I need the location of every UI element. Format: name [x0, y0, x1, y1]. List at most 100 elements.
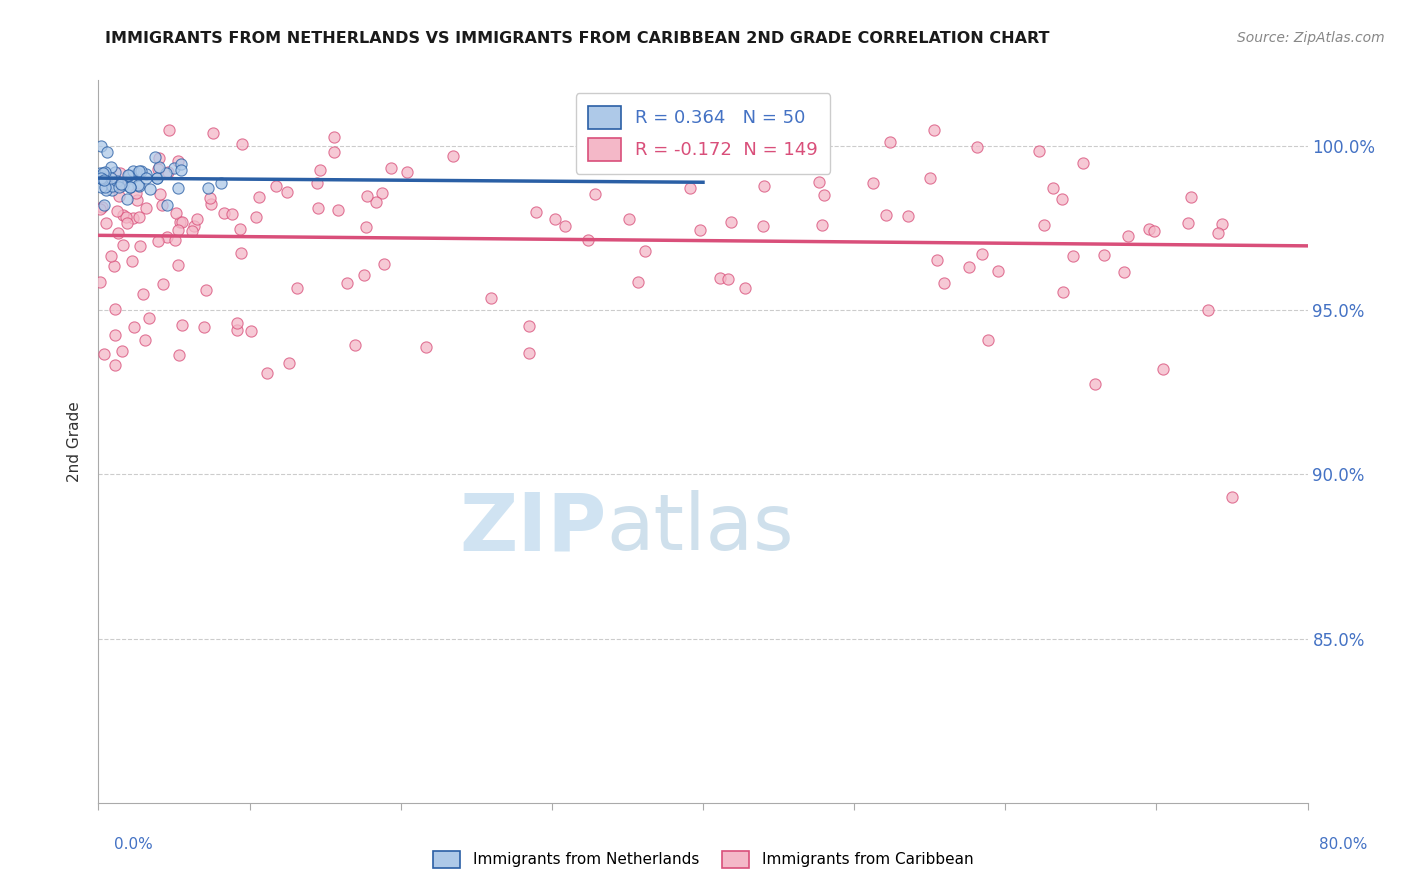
Point: [918, 171, 941, 186]
Point: [120, 170, 142, 185]
Point: [1177, 216, 1199, 230]
Point: [226, 316, 249, 330]
Point: [264, 178, 287, 193]
Point: [195, 283, 218, 297]
Point: [1206, 226, 1229, 240]
Point: [89, 165, 111, 179]
Point: [93, 179, 115, 194]
Point: [167, 154, 190, 169]
Legend: R = 0.364   N = 50, R = -0.172  N = 149: R = 0.364 N = 50, R = -0.172 N = 149: [575, 93, 831, 174]
Point: [214, 206, 236, 220]
Point: [689, 223, 711, 237]
Point: [875, 208, 897, 222]
Point: [135, 167, 157, 181]
Point: [170, 162, 193, 177]
Legend: Immigrants from Netherlands, Immigrants from Caribbean: Immigrants from Netherlands, Immigrants …: [426, 845, 980, 873]
Point: [150, 198, 173, 212]
Point: [229, 222, 252, 236]
Point: [91, 166, 114, 180]
Point: [90, 139, 112, 153]
Point: [105, 175, 128, 189]
Point: [415, 340, 437, 354]
Point: [202, 126, 225, 140]
Point: [104, 358, 127, 372]
Point: [100, 179, 122, 194]
Point: [934, 277, 956, 291]
Point: [90, 171, 112, 186]
Point: [112, 178, 135, 192]
Point: [1052, 285, 1074, 299]
Point: [371, 186, 394, 200]
Point: [115, 216, 138, 230]
Text: IMMIGRANTS FROM NETHERLANDS VS IMMIGRANTS FROM CARIBBEAN 2ND GRADE CORRELATION C: IMMIGRANTS FROM NETHERLANDS VS IMMIGRANT…: [105, 31, 1050, 46]
Point: [751, 219, 773, 233]
Point: [309, 163, 332, 178]
Point: [209, 176, 232, 190]
Point: [90, 200, 112, 214]
Text: ZIP: ZIP: [458, 489, 606, 567]
Point: [328, 203, 350, 218]
Point: [1050, 192, 1073, 206]
Point: [1152, 362, 1174, 376]
Point: [285, 281, 308, 295]
Point: [100, 183, 122, 197]
Point: [811, 218, 834, 232]
Point: [143, 150, 166, 164]
Point: [96, 216, 118, 230]
Point: [138, 310, 160, 325]
Point: [922, 122, 945, 136]
Point: [163, 233, 186, 247]
Point: [276, 185, 298, 199]
Point: [111, 176, 134, 190]
Point: [256, 367, 278, 381]
Point: [167, 258, 190, 272]
Point: [170, 318, 193, 332]
Point: [305, 177, 328, 191]
Point: [897, 209, 920, 223]
Point: [373, 257, 395, 271]
Point: [1071, 156, 1094, 170]
Point: [134, 334, 156, 348]
Y-axis label: 2nd Grade: 2nd Grade: [67, 401, 83, 482]
Point: [441, 149, 464, 163]
Text: 0.0%: 0.0%: [114, 838, 153, 852]
Point: [1211, 217, 1233, 231]
Point: [1094, 248, 1116, 262]
Point: [752, 179, 775, 194]
Point: [1137, 222, 1160, 236]
Point: [93, 346, 115, 360]
Point: [395, 165, 418, 179]
Point: [734, 281, 756, 295]
Point: [927, 253, 949, 268]
Point: [966, 140, 988, 154]
Point: [229, 246, 252, 260]
Point: [1180, 190, 1202, 204]
Point: [627, 275, 650, 289]
Point: [107, 174, 129, 188]
Point: [170, 157, 193, 171]
Point: [93, 198, 115, 212]
Point: [148, 160, 170, 174]
Point: [307, 201, 329, 215]
Point: [221, 206, 243, 220]
Point: [717, 272, 740, 286]
Point: [157, 122, 180, 136]
Point: [720, 215, 742, 229]
Point: [1142, 223, 1164, 237]
Point: [380, 161, 402, 175]
Point: [146, 170, 169, 185]
Point: [127, 178, 149, 192]
Point: [94, 165, 117, 179]
Point: [583, 186, 606, 201]
Point: [115, 211, 138, 225]
Point: [170, 215, 193, 229]
Point: [148, 234, 170, 248]
Point: [146, 161, 169, 176]
Point: [1197, 302, 1219, 317]
Point: [157, 165, 180, 179]
Point: [100, 171, 122, 186]
Point: [808, 175, 831, 189]
Point: [128, 164, 150, 178]
Point: [118, 179, 141, 194]
Point: [957, 260, 980, 275]
